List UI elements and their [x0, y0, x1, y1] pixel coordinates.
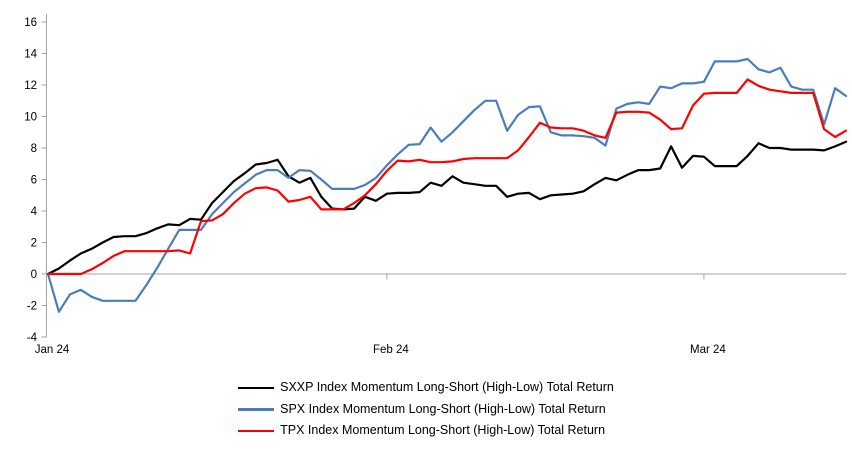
series-lines — [46, 57, 848, 313]
x-tick-label: Mar 24 — [690, 344, 726, 356]
y-tick-label: 2 — [31, 238, 37, 250]
y-tick-label: -4 — [27, 332, 38, 344]
sxxp-line-swatch — [238, 386, 275, 389]
series-line-1 — [46, 57, 848, 313]
legend-label-spx: SPX Index Momentum Long-Short (High-Low)… — [280, 401, 606, 416]
tpx-line-swatch — [238, 429, 275, 432]
y-tick-label: 4 — [31, 206, 38, 218]
y-tick-label: 10 — [24, 112, 37, 124]
y-tick-label: 8 — [31, 143, 37, 155]
y-tick-label: 6 — [31, 175, 37, 187]
y-tick-label: 14 — [24, 49, 37, 61]
spx-line-swatch — [238, 408, 275, 411]
y-tick-label: -2 — [27, 301, 37, 313]
legend: SXXP Index Momentum Long-Short (High-Low… — [238, 377, 614, 442]
series-line-0 — [46, 140, 848, 276]
x-tick-label: Jan 24 — [35, 344, 70, 356]
legend-item-spx: SPX Index Momentum Long-Short (High-Low)… — [238, 399, 614, 421]
legend-label-sxxp: SXXP Index Momentum Long-Short (High-Low… — [280, 380, 614, 394]
y-axis-ticks: 16 14 12 10 8 6 4 2 0 -2 -4 — [24, 17, 47, 344]
y-tick-label: 16 — [24, 17, 37, 29]
series-line-2 — [46, 78, 848, 276]
x-axis-ticks: Jan 24 Feb 24 Mar 24 — [35, 274, 726, 356]
x-tick-label: Feb 24 — [373, 344, 409, 356]
legend-label-tpx: TPX Index Momentum Long-Short (High-Low)… — [280, 423, 606, 437]
y-tick-label: 0 — [31, 269, 37, 281]
chart-plot-area: 16 14 12 10 8 6 4 2 0 -2 -4 Jan 24 Feb 24 Mar 24 — [24, 14, 848, 356]
legend-item-sxxp: SXXP Index Momentum Long-Short (High-Low… — [238, 377, 614, 399]
y-tick-label: 12 — [24, 80, 37, 92]
legend-item-tpx: TPX Index Momentum Long-Short (High-Low)… — [238, 420, 614, 442]
